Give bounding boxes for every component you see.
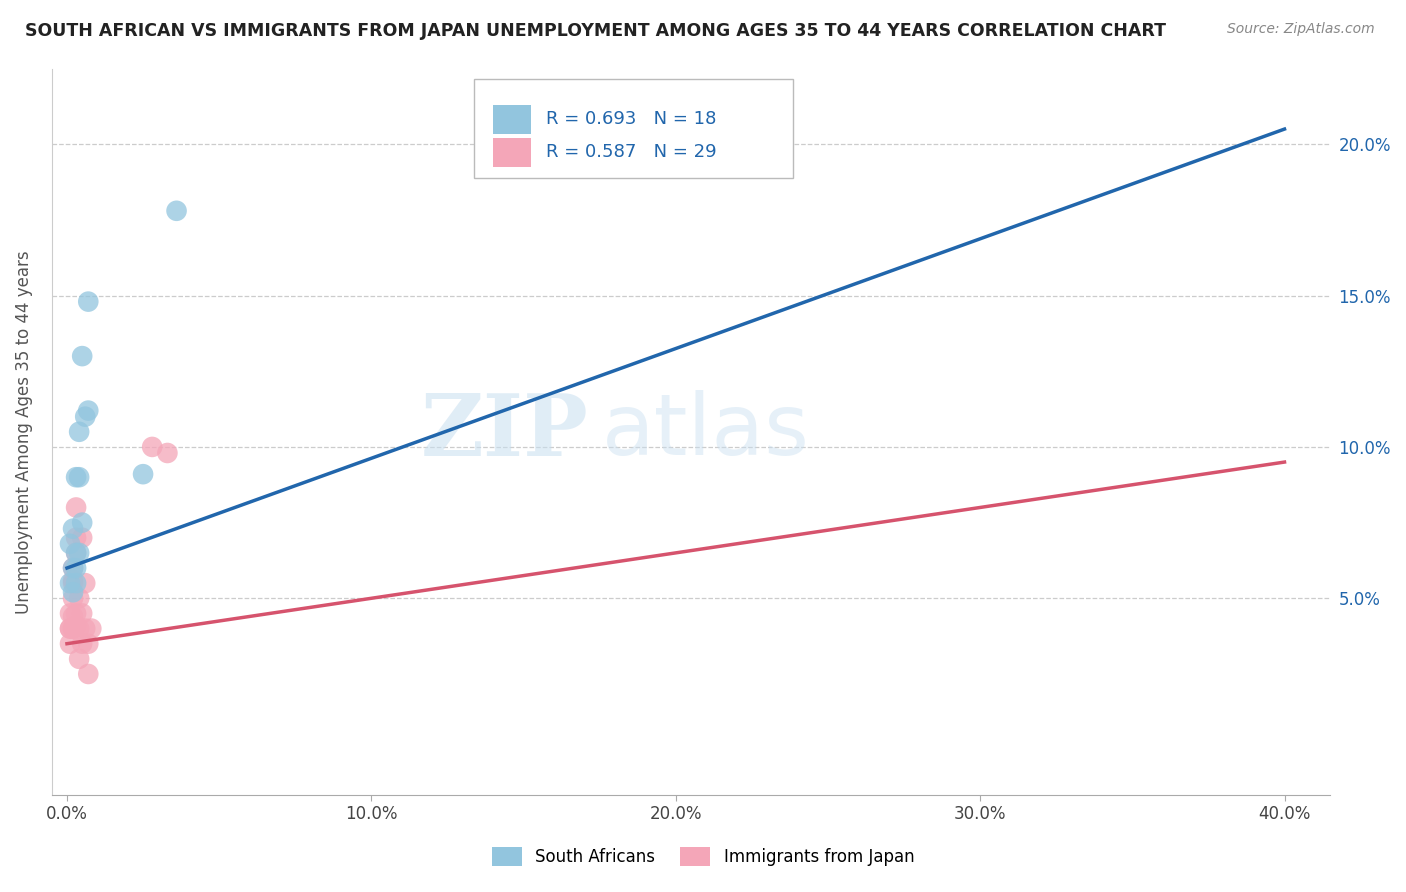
- Text: ZIP: ZIP: [420, 390, 589, 474]
- Point: [65, 618, 87, 632]
- Point: [70, 607, 93, 621]
- Text: SOUTH AFRICAN VS IMMIGRANTS FROM JAPAN UNEMPLOYMENT AMONG AGES 35 TO 44 YEARS CO: SOUTH AFRICAN VS IMMIGRANTS FROM JAPAN U…: [25, 22, 1167, 40]
- Point: [156, 446, 179, 460]
- Point: [65, 576, 87, 591]
- Text: R = 0.587   N = 29: R = 0.587 N = 29: [547, 143, 717, 161]
- Point: [62, 573, 84, 587]
- Point: [59, 576, 82, 591]
- Text: R = 0.693   N = 18: R = 0.693 N = 18: [547, 111, 717, 128]
- Point: [65, 607, 87, 621]
- Point: [80, 622, 103, 636]
- Point: [70, 516, 93, 530]
- Point: [62, 585, 84, 599]
- Point: [67, 591, 90, 606]
- Point: [70, 349, 93, 363]
- Point: [67, 470, 90, 484]
- Point: [67, 546, 90, 560]
- Point: [75, 409, 97, 424]
- Point: [67, 425, 90, 439]
- Point: [77, 294, 100, 309]
- Point: [62, 522, 84, 536]
- Point: [166, 203, 188, 218]
- Point: [59, 622, 82, 636]
- Legend: South Africans, Immigrants from Japan: South Africans, Immigrants from Japan: [484, 838, 922, 875]
- Point: [67, 622, 90, 636]
- Point: [59, 622, 82, 636]
- Point: [67, 652, 90, 666]
- Point: [62, 561, 84, 575]
- Text: atlas: atlas: [602, 391, 810, 474]
- Point: [132, 467, 155, 482]
- Point: [65, 546, 87, 560]
- Point: [70, 637, 93, 651]
- Point: [77, 403, 100, 417]
- Point: [59, 637, 82, 651]
- Point: [62, 561, 84, 575]
- Point: [62, 622, 84, 636]
- Point: [75, 576, 97, 591]
- Point: [75, 622, 97, 636]
- Y-axis label: Unemployment Among Ages 35 to 44 years: Unemployment Among Ages 35 to 44 years: [15, 250, 32, 614]
- Point: [62, 609, 84, 624]
- Point: [59, 607, 82, 621]
- Point: [141, 440, 163, 454]
- Point: [65, 470, 87, 484]
- Text: Source: ZipAtlas.com: Source: ZipAtlas.com: [1227, 22, 1375, 37]
- FancyBboxPatch shape: [494, 105, 531, 134]
- Point: [62, 591, 84, 606]
- Point: [65, 531, 87, 545]
- Point: [59, 537, 82, 551]
- Point: [62, 622, 84, 636]
- Point: [65, 546, 87, 560]
- FancyBboxPatch shape: [474, 79, 793, 178]
- Point: [62, 576, 84, 591]
- Point: [77, 667, 100, 681]
- Point: [77, 637, 100, 651]
- Point: [65, 500, 87, 515]
- Point: [65, 561, 87, 575]
- Point: [70, 531, 93, 545]
- FancyBboxPatch shape: [494, 137, 531, 167]
